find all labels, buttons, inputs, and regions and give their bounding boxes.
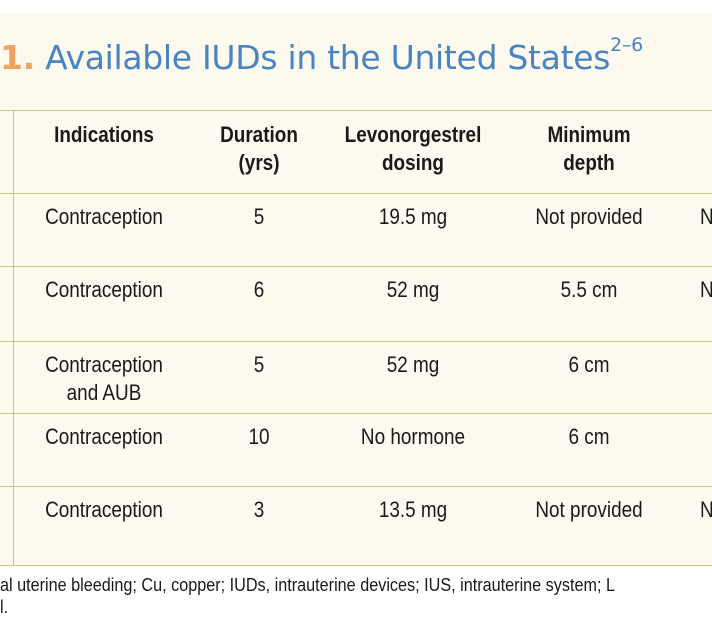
title-separator: . <box>22 38 36 77</box>
cell-duration: 3 <box>253 497 265 522</box>
header-indications: Indications <box>54 122 154 147</box>
cell-indication: Contraception <box>45 277 163 302</box>
cell-indication: Contraception <box>45 424 163 449</box>
cell-clipped: N <box>700 276 712 304</box>
cell-depth: 5.5 cm <box>560 277 618 302</box>
cell-depth: Not provided <box>535 204 643 229</box>
column-divider <box>13 110 14 565</box>
cell-dosing: 52 mg <box>386 352 440 377</box>
title-citation: 2–6 <box>610 34 643 56</box>
cell-indication: Contraception <box>45 204 163 229</box>
header-duration: Duration (yrs) <box>220 122 298 175</box>
title-number: 1 <box>0 38 23 77</box>
row-rule <box>0 486 712 487</box>
cell-duration: 5 <box>253 352 265 377</box>
cell-dosing: 13.5 mg <box>378 497 448 522</box>
cell-depth: 6 cm <box>568 352 610 377</box>
cell-indication: Contraception and AUB <box>45 352 163 405</box>
table-title: 1. Available IUDs in the United States2–… <box>0 34 643 88</box>
row-rule <box>0 341 712 342</box>
header-minimum-depth: Minimum depth <box>547 122 631 175</box>
cell-duration: 5 <box>253 204 265 229</box>
cell-dosing: No hormone <box>360 424 466 449</box>
table-bottom-rule <box>0 565 712 566</box>
title-text: Available IUDs in the United States <box>45 38 611 77</box>
header-top-rule <box>0 110 712 111</box>
cell-duration: 10 <box>248 424 270 449</box>
cell-depth: 6 cm <box>568 424 610 449</box>
cell-clipped: N <box>700 496 712 524</box>
header-levonorgestrel-dosing: Levonorgestrel dosing <box>344 122 482 175</box>
cell-dosing: 19.5 mg <box>378 204 448 229</box>
cell-indication: Contraception <box>45 497 163 522</box>
cell-depth: Not provided <box>535 497 643 522</box>
table-panel <box>0 13 712 565</box>
table-footnote: al uterine bleeding; Cu, copper; IUDs, i… <box>0 575 616 617</box>
cell-duration: 6 <box>253 277 265 302</box>
cell-dosing: 52 mg <box>386 277 440 302</box>
top-bar <box>0 0 712 14</box>
row-rule <box>0 193 712 194</box>
cell-clipped: N <box>700 203 712 231</box>
row-rule <box>0 266 712 267</box>
row-rule <box>0 413 712 414</box>
